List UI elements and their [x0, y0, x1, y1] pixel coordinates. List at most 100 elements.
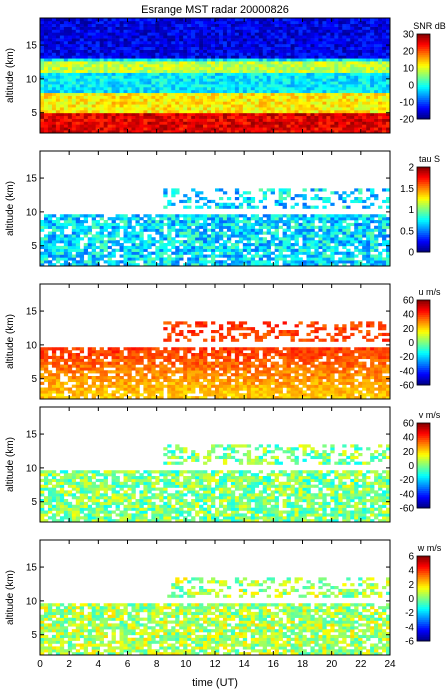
- heatmap-cell: [306, 130, 311, 134]
- heatmap-cell: [222, 66, 228, 71]
- heatmap-cell: [282, 121, 287, 125]
- heatmap-cell: [95, 52, 100, 56]
- heatmap-cell: [262, 66, 268, 71]
- heatmap-cell: [87, 52, 93, 56]
- heatmap-cell: [222, 58, 228, 62]
- heatmap-cell: [91, 214, 96, 218]
- heatmap-cell: [127, 217, 132, 221]
- heatmap-cell: [330, 18, 335, 22]
- heatmap-cell: [191, 98, 196, 102]
- heatmap-cell: [262, 222, 268, 227]
- heatmap-cell: [258, 237, 264, 241]
- heatmap-cell: [91, 52, 96, 56]
- heatmap-cell: [155, 35, 160, 39]
- heatmap-cell: [55, 124, 61, 128]
- heatmap-cell: [43, 107, 49, 111]
- heatmap-cell: [159, 46, 164, 50]
- heatmap-cell: [314, 64, 319, 68]
- heatmap-cell: [302, 237, 307, 241]
- heatmap-cell: [51, 118, 57, 122]
- heatmap-cell: [322, 234, 327, 238]
- heatmap-cell: [354, 104, 359, 108]
- heatmap-cell: [111, 58, 116, 62]
- heatmap-cell: [183, 243, 188, 247]
- heatmap-cell: [163, 87, 168, 91]
- heatmap-cell: [302, 61, 307, 65]
- heatmap-cell: [218, 101, 224, 105]
- heatmap-cell: [55, 26, 61, 30]
- heatmap-cell: [250, 222, 256, 227]
- heatmap-cell: [131, 58, 136, 62]
- heatmap-cell: [334, 217, 339, 221]
- heatmap-cell: [278, 75, 283, 79]
- heatmap-cell: [294, 72, 299, 76]
- heatmap-cell: [230, 87, 236, 91]
- heatmap-cell: [99, 75, 104, 79]
- heatmap-cell: [386, 115, 391, 119]
- heatmap-cell: [362, 26, 367, 30]
- heatmap-cell: [107, 112, 112, 117]
- heatmap-cell: [354, 222, 359, 227]
- heatmap-cell: [79, 231, 85, 235]
- heatmap-cell: [107, 35, 112, 39]
- heatmap-cell: [211, 89, 216, 94]
- heatmap-cell: [286, 225, 291, 229]
- heatmap-cell: [79, 72, 85, 76]
- heatmap-cell: [290, 20, 295, 25]
- heatmap-cell: [314, 231, 319, 235]
- heatmap-cell: [258, 127, 264, 131]
- heatmap-cell: [171, 58, 176, 62]
- heatmap-cell: [234, 254, 240, 258]
- heatmap-cell: [278, 104, 283, 108]
- heatmap-cell: [306, 225, 311, 229]
- heatmap-cell: [211, 112, 216, 117]
- heatmap-cell: [51, 112, 57, 117]
- heatmap-cell: [302, 228, 307, 232]
- heatmap-cell: [67, 220, 73, 224]
- heatmap-cell: [370, 98, 375, 102]
- heatmap-cell: [242, 69, 248, 73]
- heatmap-cell: [175, 245, 180, 250]
- heatmap-cell: [191, 251, 196, 255]
- heatmap-cell: [354, 101, 359, 105]
- heatmap-cell: [63, 69, 69, 73]
- heatmap-cell: [318, 69, 323, 73]
- heatmap-cell: [290, 89, 295, 94]
- heatmap-cell: [171, 263, 176, 267]
- heatmap-cell: [83, 231, 89, 235]
- heatmap-cell: [250, 260, 256, 264]
- heatmap-cell: [354, 237, 359, 241]
- heatmap-cell: [75, 55, 81, 59]
- heatmap-cell: [187, 220, 192, 224]
- heatmap-cell: [262, 81, 268, 85]
- heatmap-cell: [382, 248, 387, 252]
- heatmap-cell: [139, 66, 144, 71]
- heatmap-cell: [95, 222, 100, 227]
- heatmap-cell: [362, 52, 367, 56]
- heatmap-cell: [314, 101, 319, 105]
- heatmap-cell: [326, 237, 331, 241]
- heatmap-cell: [183, 234, 188, 238]
- heatmap-cell: [207, 26, 212, 30]
- heatmap-cell: [211, 263, 216, 267]
- heatmap-cell: [95, 89, 100, 94]
- heatmap-cell: [218, 231, 224, 235]
- heatmap-cell: [75, 26, 81, 30]
- heatmap-cell: [179, 69, 184, 73]
- colorbar-segment: [417, 72, 430, 75]
- heatmap-cell: [79, 52, 85, 56]
- heatmap-cell: [119, 112, 124, 117]
- heatmap-cell: [135, 35, 140, 39]
- heatmap-cell: [103, 84, 108, 88]
- heatmap-cell: [226, 72, 232, 76]
- heatmap-cell: [322, 115, 327, 119]
- heatmap-cell: [107, 38, 112, 42]
- heatmap-cell: [63, 112, 69, 117]
- heatmap-cell: [278, 29, 283, 33]
- heatmap-cell: [306, 61, 311, 65]
- heatmap-cell: [262, 115, 268, 119]
- heatmap-cell: [135, 237, 140, 241]
- heatmap-cell: [215, 222, 220, 227]
- heatmap-cell: [151, 18, 156, 22]
- heatmap-cell: [43, 55, 49, 59]
